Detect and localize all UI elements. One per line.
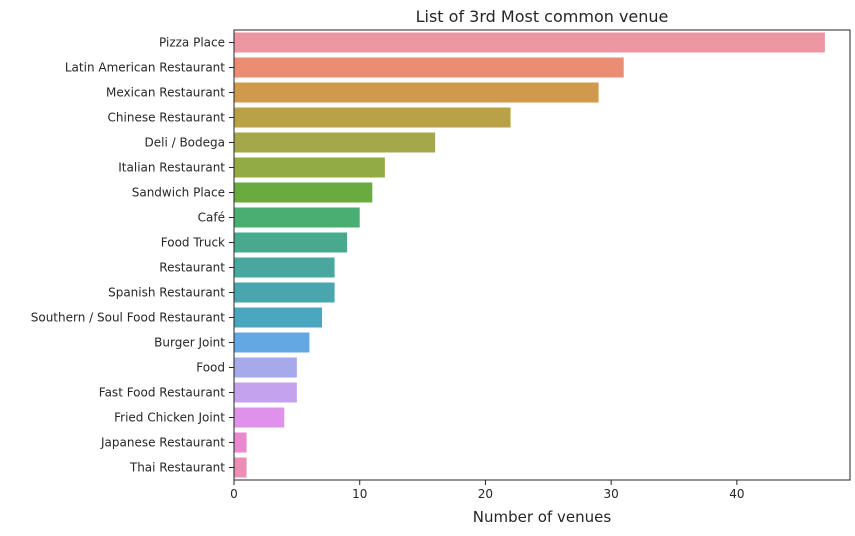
category-label: Food Truck: [161, 236, 225, 250]
category-label: Fried Chicken Joint: [114, 411, 225, 425]
bar-0: [234, 32, 825, 53]
bars-group: [234, 32, 825, 478]
x-tick-label: 40: [729, 487, 744, 501]
category-labels: Pizza Place Latin American Restaurant Mexi…: [31, 36, 234, 475]
category-label: Thai Restaurant: [129, 461, 225, 475]
category-label: Pizza Place: [159, 36, 225, 50]
bar-3: [234, 107, 511, 128]
bar-10: [234, 282, 335, 303]
bar-7: [234, 207, 360, 228]
axes-spines: [233, 29, 851, 481]
category-label: Restaurant: [159, 261, 225, 275]
category-label: Deli / Bodega: [144, 136, 225, 150]
category-label: Italian Restaurant: [118, 161, 225, 175]
bar-16: [234, 432, 247, 453]
category-label: Chinese Restaurant: [108, 111, 226, 125]
bar-17: [234, 457, 247, 478]
category-label: Fast Food Restaurant: [99, 386, 226, 400]
axes-frame: [233, 29, 851, 481]
x-tick-label: 0: [230, 487, 238, 501]
category-label: Southern / Soul Food Restaurant: [31, 311, 226, 325]
bar-11: [234, 307, 322, 328]
category-label: Sandwich Place: [132, 186, 225, 200]
category-label: Latin American Restaurant: [65, 61, 225, 75]
bar-9: [234, 257, 335, 278]
category-label: Burger Joint: [154, 336, 225, 350]
category-label: Food: [196, 361, 225, 375]
bar-1: [234, 57, 624, 78]
chart-title: List of 3rd Most common venue: [416, 7, 669, 26]
bar-14: [234, 382, 297, 403]
x-tick-label: 30: [604, 487, 619, 501]
x-axis-ticks: 0 10 20 30 40: [230, 480, 744, 501]
bar-6: [234, 182, 373, 203]
category-label: Café: [198, 211, 225, 225]
x-tick-label: 10: [352, 487, 367, 501]
bar-2: [234, 82, 599, 103]
bar-13: [234, 357, 297, 378]
bar-12: [234, 332, 310, 353]
category-label: Japanese Restaurant: [100, 436, 225, 450]
category-label: Mexican Restaurant: [106, 86, 225, 100]
bar-5: [234, 157, 385, 178]
x-tick-label: 20: [478, 487, 493, 501]
bar-15: [234, 407, 285, 428]
x-axis-title: Number of venues: [473, 508, 612, 526]
bar-8: [234, 232, 348, 253]
category-label: Spanish Restaurant: [108, 286, 225, 300]
bar-4: [234, 132, 436, 153]
